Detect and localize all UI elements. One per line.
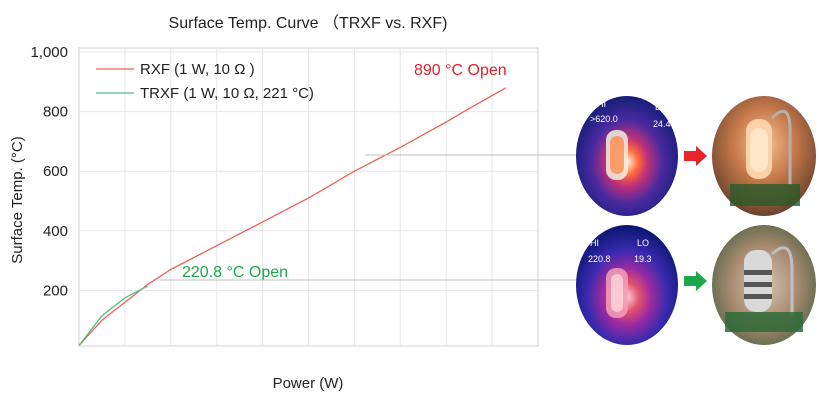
y-tick-label: 600 [43,163,68,180]
annotation-trxf-open: 220.8 °C Open [182,264,288,281]
x-axis-label: Power (W) [273,375,344,392]
y-tick-label: 400 [43,223,68,240]
grid-lines [79,48,538,346]
y-axis-label: Surface Temp. (°C) [9,136,26,263]
legend: RXF (1 W, 10 Ω ) TRXF (1 W, 10 Ω, 221 °C… [96,61,314,102]
thermal-bottom-hi-value: 220.8 [588,254,611,264]
thermal-top-lo-label: LO [655,102,667,112]
y-tick-label: 800 [43,104,68,121]
thermal-top-hi-value: >620.0 [590,114,618,124]
red-arrow-icon [684,146,707,166]
y-tick-label: 1,000 [30,44,68,61]
thermal-top-hi-label: HI [597,99,606,109]
photo-resistor-open [712,225,816,345]
series-line-rxf [78,87,507,346]
thermal-bottom-lo-label: LO [637,238,649,248]
series-layer [78,87,507,346]
legend-label-rxf: RXF (1 W, 10 Ω ) [140,61,255,78]
annotation-rxf-open: 890 °C Open [414,62,507,79]
legend-label-trxf: TRXF (1 W, 10 Ω, 221 °C) [140,85,314,102]
thermal-image-top: HI >620.0 LO 24.4 [576,96,678,216]
y-tick-labels: 200 400 600 800 1,000 [30,44,68,299]
thermal-image-bottom: HI 220.8 LO 19.3 [576,225,678,345]
thermal-bottom-hi-label: HI [590,238,599,248]
chart-title: Surface Temp. Curve （TRXF vs. RXF) [169,14,448,32]
photo-resistor-glowing [712,96,816,216]
y-tick-label: 200 [43,282,68,299]
thermal-bottom-lo-value: 19.3 [634,254,652,264]
thermal-top-lo-value: 24.4 [653,119,671,129]
series-line-trxf [78,285,149,346]
green-arrow-icon [684,271,707,291]
